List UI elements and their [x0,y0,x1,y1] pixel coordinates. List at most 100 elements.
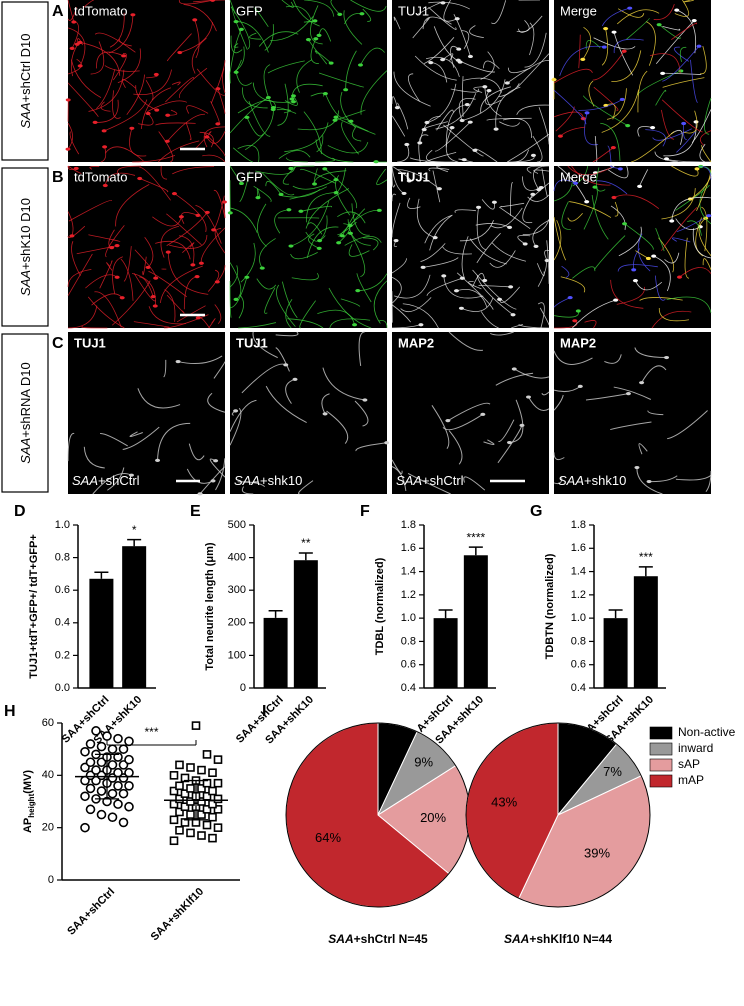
neurite [647,410,664,416]
neurite [507,59,550,84]
neurite [285,5,312,20]
neurite [391,96,398,108]
neurite [166,213,202,246]
soma [467,54,473,59]
pie-label: 9% [414,755,433,770]
neurite [180,212,199,225]
soma [165,250,171,254]
neurite [199,466,226,495]
neurite [705,470,712,492]
y-tick-label: 0.8 [571,635,586,647]
data-point [197,765,206,775]
soma [472,148,478,152]
soma [215,122,221,126]
row-label-rest: +shRNA D10 [18,362,33,438]
soma [617,167,623,171]
error-bar [438,609,453,619]
pie-label: 20% [420,810,446,825]
y-tick-label: 1.0 [401,612,416,624]
soma [137,176,143,181]
neurite [394,274,431,299]
row-label-italic: SAA [18,438,33,464]
soma [573,181,579,185]
neurite [567,213,583,222]
soma [401,191,407,196]
neurite [203,126,226,148]
neurite [92,473,132,495]
neurite [700,45,707,75]
neurite [692,228,712,259]
neurite [530,182,550,200]
neurite [391,115,406,137]
neurite [208,318,216,329]
neurite [285,157,308,163]
data-point [169,836,179,846]
neurite [456,289,488,308]
soma [114,275,120,279]
neurite [131,272,156,307]
data-point [175,825,184,835]
neurite [391,466,407,492]
data-point [208,768,217,778]
neurite [274,209,289,234]
neurite [70,43,79,77]
soma [328,61,334,65]
neurite [139,166,171,201]
neurite [588,80,595,107]
neurite [235,46,245,72]
y-tick-label: 1.4 [401,565,416,577]
soma [312,19,318,23]
neurite [654,275,666,301]
neurite [638,443,648,455]
neurite [67,432,75,462]
neurite [163,314,209,329]
soma [530,153,536,157]
neurite [524,32,547,68]
neurite [237,99,277,114]
neurite [472,269,517,310]
soma [102,183,108,188]
neurite [237,481,266,488]
soma [128,473,134,477]
soma [445,419,451,423]
soma [637,184,643,188]
data-point [96,809,107,820]
data-point [175,807,184,817]
neurite [480,86,511,114]
data-point [124,780,134,791]
data-point [175,794,184,804]
soma [650,126,656,130]
neurite [233,43,239,48]
soma [551,78,557,82]
neurite [115,184,150,227]
data-point [96,786,107,796]
neurite [682,110,698,134]
neurite [698,217,712,256]
soma [441,274,447,278]
neurite [461,236,469,279]
neurite [675,474,712,481]
neurite [674,0,690,17]
neurite [584,320,597,329]
neurite [510,182,514,216]
soma [283,363,289,367]
neurite [144,237,154,268]
soma [611,195,617,200]
neurite [172,166,215,175]
neurite [157,422,191,461]
neurite [664,252,680,264]
neurite [594,136,598,163]
neurite [199,131,214,148]
neurite [298,480,314,495]
error-bar [268,609,283,618]
neurite [658,307,690,322]
neurite [104,172,136,186]
neurite [296,59,312,93]
neurite [257,203,267,247]
soma [510,313,516,317]
soma [533,244,539,248]
neurite [293,0,320,27]
neurite [442,53,454,61]
neurite [591,195,609,240]
neurite [663,121,697,157]
